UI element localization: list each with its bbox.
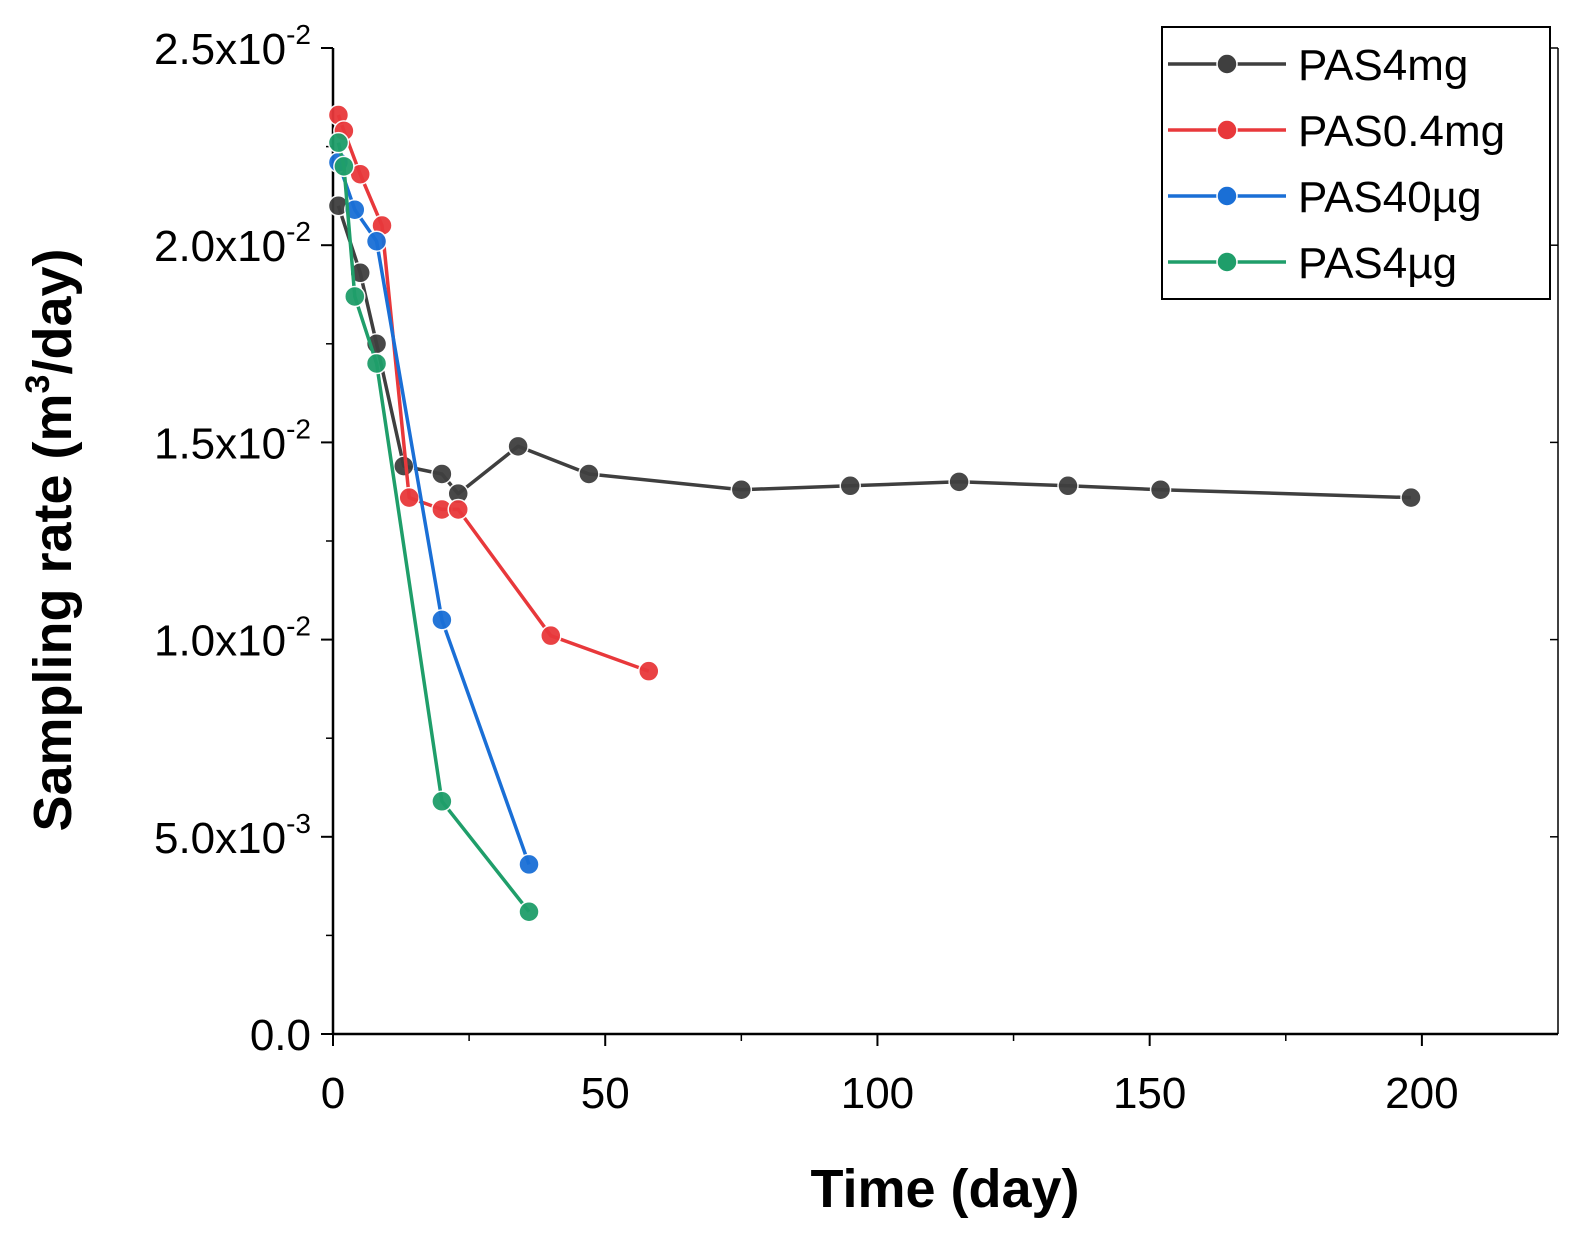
y-tick-base: x10 xyxy=(215,814,286,863)
data-point xyxy=(518,853,540,876)
data-point xyxy=(839,475,861,497)
y-tick-base: x10 xyxy=(215,617,286,666)
data-point xyxy=(1400,486,1422,509)
legend-marker xyxy=(1216,251,1238,273)
y-tick-label: 0.0 xyxy=(250,1011,311,1060)
legend-marker xyxy=(1216,53,1238,75)
y-tick-exponent: -2 xyxy=(286,413,311,444)
data-point xyxy=(1149,478,1172,501)
data-point xyxy=(1057,475,1079,497)
y-tick-mantissa: 1.0 xyxy=(154,617,215,666)
data-point xyxy=(333,155,355,178)
data-point xyxy=(730,478,753,501)
data-point xyxy=(507,435,529,458)
x-tick-label: 150 xyxy=(1113,1069,1186,1118)
y-tick-label: 2.5x10-2 xyxy=(154,19,311,74)
legend-label: PAS0.4mg xyxy=(1298,107,1505,156)
y-tick-mantissa: 2.0 xyxy=(154,222,215,271)
data-point xyxy=(327,131,350,154)
x-tick-label: 0 xyxy=(321,1069,345,1118)
data-point xyxy=(518,900,540,923)
legend-label: PAS4µg xyxy=(1298,239,1457,288)
data-point xyxy=(447,498,469,521)
series-PAS4µg xyxy=(327,131,540,923)
x-tick-label: 100 xyxy=(841,1069,914,1118)
series-line xyxy=(336,114,650,673)
y-tick-exponent: -2 xyxy=(286,19,311,50)
y-tick-exponent: -2 xyxy=(286,216,311,247)
y-tick-mantissa: 2.5 xyxy=(154,25,215,74)
legend-label: PAS40µg xyxy=(1298,173,1482,222)
data-point xyxy=(638,660,660,682)
data-point xyxy=(365,352,388,375)
y-axis-title-sup: 3 xyxy=(19,375,57,394)
series-layer xyxy=(327,104,1422,923)
x-axis: 0 50 100 150 200 xyxy=(321,1034,1459,1118)
legend-marker xyxy=(1216,119,1238,141)
y-tick-label: 1.0x10-2 xyxy=(154,611,311,666)
y-tick-label: 2.0x10-2 xyxy=(154,216,311,271)
x-tick-label: 50 xyxy=(581,1069,630,1118)
y-tick-mantissa: 1.5 xyxy=(154,419,215,468)
data-point xyxy=(365,230,388,253)
y-tick-mantissa: 0.0 xyxy=(250,1011,311,1060)
y-axis-title: Sampling rate (m3/day) xyxy=(19,248,83,831)
legend: PAS4mg PAS0.4mg PAS40µg PAS4µg xyxy=(1161,26,1551,300)
data-point xyxy=(578,463,600,485)
data-point xyxy=(948,471,970,493)
y-tick-mantissa: 5.0 xyxy=(154,814,215,863)
y-tick-base: x10 xyxy=(215,222,286,271)
y-tick-base: x10 xyxy=(215,419,286,468)
data-point xyxy=(398,486,420,509)
x-axis-title: Time (day) xyxy=(810,1159,1079,1219)
series-PAS0.4mg xyxy=(327,104,660,682)
y-axis-title-suffix: /day) xyxy=(23,248,83,374)
data-point xyxy=(344,198,366,221)
y-tick-label: 5.0x10-3 xyxy=(154,808,311,863)
data-point xyxy=(349,262,371,284)
y-axis: 0.05.0x10-31.0x10-21.5x10-22.0x10-22.5x1… xyxy=(154,19,1558,1060)
y-axis-title-prefix: Sampling rate (m xyxy=(23,393,83,831)
y-tick-exponent: -2 xyxy=(286,611,311,642)
y-tick-exponent: -3 xyxy=(286,808,311,839)
legend-marker xyxy=(1216,185,1238,207)
data-point xyxy=(431,463,453,485)
data-point xyxy=(431,609,453,631)
x-tick-label: 200 xyxy=(1385,1069,1458,1118)
series-PAS40µg xyxy=(327,151,540,876)
y-tick-label: 1.5x10-2 xyxy=(154,413,311,468)
data-point xyxy=(540,624,562,647)
data-point xyxy=(344,285,366,308)
y-tick-base: x10 xyxy=(215,25,286,74)
data-point xyxy=(431,790,453,813)
legend-label: PAS4mg xyxy=(1298,41,1468,90)
